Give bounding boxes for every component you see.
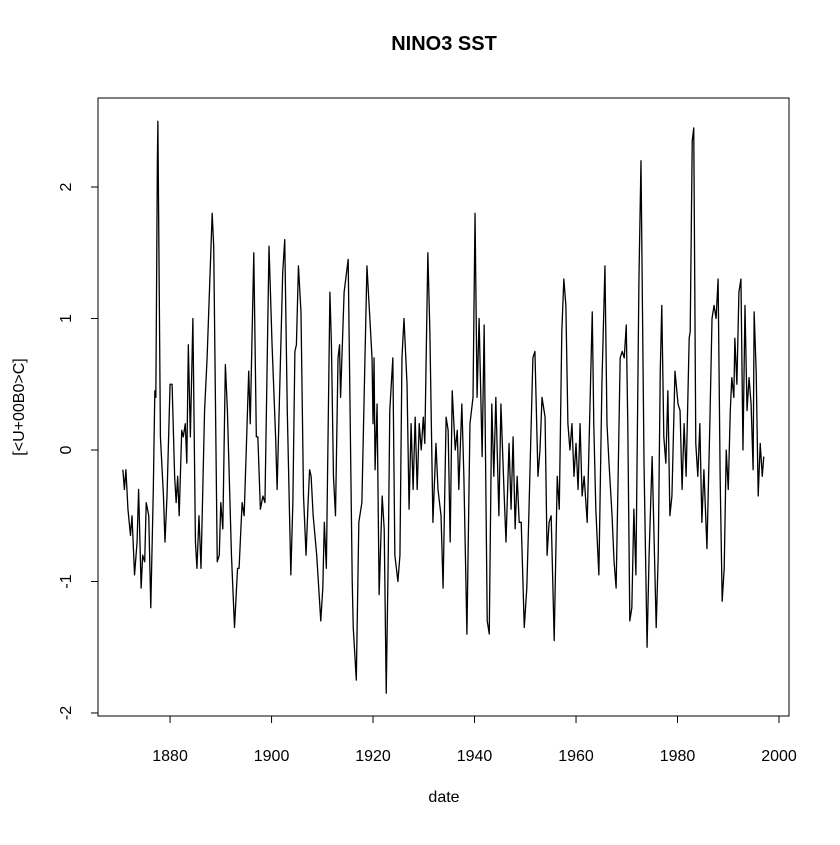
- data-line: [122, 120, 765, 694]
- y-axis-label: [<U+00B0>C]: [11, 358, 28, 455]
- x-tick-label: 1920: [355, 748, 391, 765]
- y-tick-label: -1: [58, 574, 75, 588]
- x-axis-label: date: [428, 789, 459, 806]
- x-tick-label: 1960: [558, 748, 594, 765]
- x-tick-label: 1940: [457, 748, 493, 765]
- plot-box: [97, 97, 790, 717]
- x-tick-label: 1900: [254, 748, 290, 765]
- y-tick-label: 1: [58, 314, 75, 323]
- y-tick-label: -2: [58, 706, 75, 720]
- y-tick-label: 0: [58, 445, 75, 454]
- x-tick-label: 1880: [152, 748, 188, 765]
- chart-title: NINO3 SST: [391, 33, 497, 55]
- y-tick-label: 2: [58, 182, 75, 191]
- x-tick-label: 1980: [660, 748, 696, 765]
- x-tick-label: 2000: [761, 748, 797, 765]
